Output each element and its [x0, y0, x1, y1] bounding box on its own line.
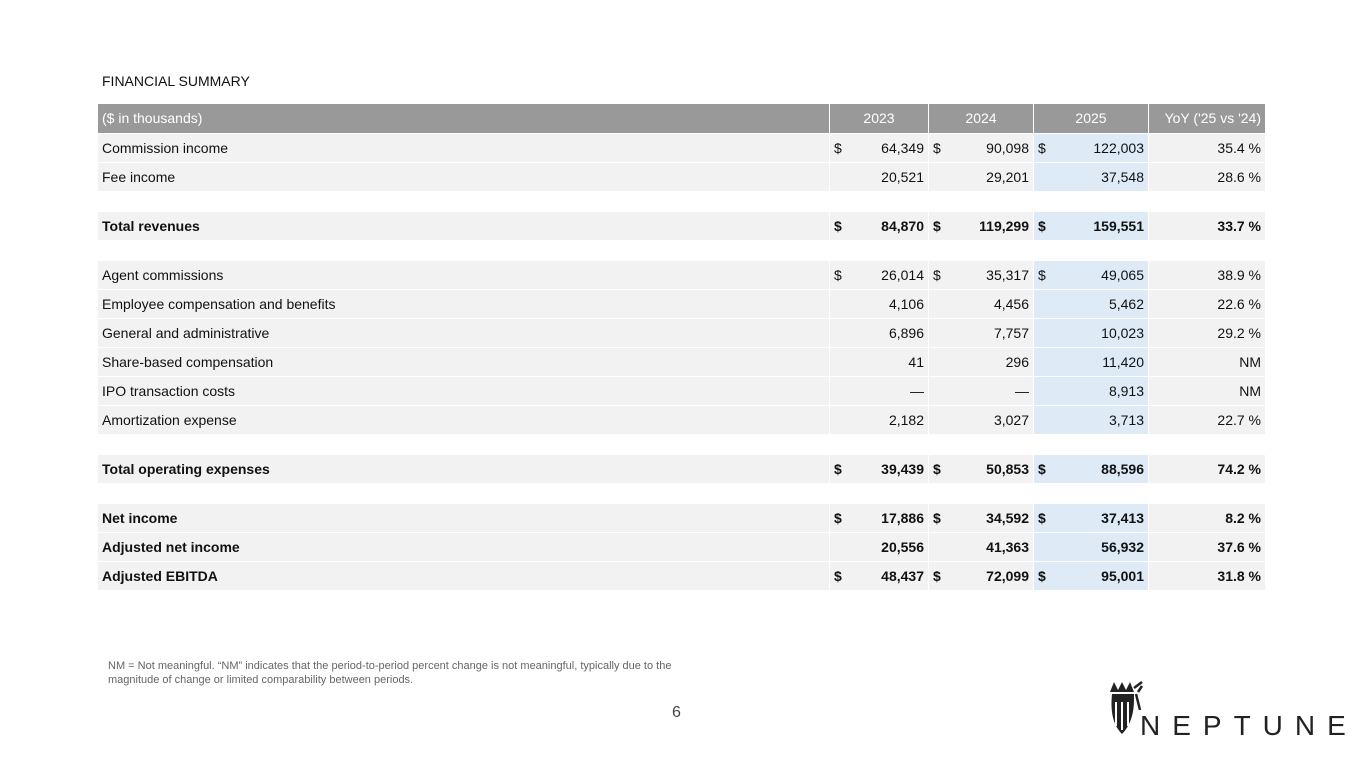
row-label: Share-based compensation	[98, 348, 829, 376]
value-cell: 26,014	[830, 261, 928, 289]
value-cell: 39,439	[830, 455, 928, 483]
value-cell: 3,713	[1034, 406, 1148, 434]
value-cell: 64,349	[830, 134, 928, 162]
currency-sign: $	[834, 568, 842, 584]
footnote: NM = Not meaningful. “NM” indicates that…	[108, 660, 672, 686]
value-cell: 37,413	[1034, 504, 1148, 532]
value-cell: 8,913	[1034, 377, 1148, 405]
currency-sign: $	[834, 218, 842, 234]
row-label: Agent commissions	[98, 261, 829, 289]
value-cell: 119,299	[929, 212, 1033, 240]
value-cell: 29,201	[929, 163, 1033, 191]
value-cell: 72,099	[929, 562, 1033, 590]
row-label: Adjusted net income	[98, 533, 829, 561]
currency-sign: $	[834, 267, 842, 283]
value-cell: 3,027	[929, 406, 1033, 434]
currency-sign: $	[1038, 218, 1046, 234]
value-cell: 159,551	[1034, 212, 1148, 240]
value-cell: 20,521	[830, 163, 928, 191]
header-cell: 2025	[1034, 104, 1148, 133]
value-cell: 28.6 %	[1149, 163, 1265, 191]
value-cell: 31.8 %	[1149, 562, 1265, 590]
value-cell: NM	[1149, 348, 1265, 376]
value-cell: 4,106	[830, 290, 928, 318]
currency-sign: $	[1038, 510, 1046, 526]
row-label: IPO transaction costs	[98, 377, 829, 405]
currency-sign: $	[933, 568, 941, 584]
currency-sign: $	[933, 267, 941, 283]
value-cell: 296	[929, 348, 1033, 376]
logo-text: NEPTUNE	[1140, 710, 1358, 741]
row-label: Total operating expenses	[98, 455, 829, 483]
value-cell: 33.7 %	[1149, 212, 1265, 240]
value-cell: 37.6 %	[1149, 533, 1265, 561]
value-cell: 10,023	[1034, 319, 1148, 347]
value-cell: 95,001	[1034, 562, 1148, 590]
value-cell: 84,870	[830, 212, 928, 240]
currency-sign: $	[1038, 140, 1046, 156]
header-cell: ($ in thousands)	[98, 104, 829, 133]
value-cell: 11,420	[1034, 348, 1148, 376]
currency-sign: $	[933, 461, 941, 477]
row-label: Amortization expense	[98, 406, 829, 434]
value-cell: 74.2 %	[1149, 455, 1265, 483]
value-cell: 122,003	[1034, 134, 1148, 162]
currency-sign: $	[1038, 461, 1046, 477]
currency-sign: $	[1038, 267, 1046, 283]
value-cell: 8.2 %	[1149, 504, 1265, 532]
row-label: General and administrative	[98, 319, 829, 347]
currency-sign: $	[933, 218, 941, 234]
page-number: 6	[672, 704, 681, 721]
value-cell: 2,182	[830, 406, 928, 434]
title: FINANCIAL SUMMARY	[102, 73, 250, 89]
value-cell: 48,437	[830, 562, 928, 590]
row-label: Total revenues	[98, 212, 829, 240]
value-cell: 41,363	[929, 533, 1033, 561]
value-cell: 37,548	[1034, 163, 1148, 191]
currency-sign: $	[1038, 568, 1046, 584]
value-cell: 90,098	[929, 134, 1033, 162]
value-cell: NM	[1149, 377, 1265, 405]
value-cell: 35,317	[929, 261, 1033, 289]
row-label: Adjusted EBITDA	[98, 562, 829, 590]
logo-icon	[1110, 681, 1144, 734]
value-cell: 5,462	[1034, 290, 1148, 318]
value-cell: 20,556	[830, 533, 928, 561]
value-cell: —	[929, 377, 1033, 405]
header-cell: 2024	[929, 104, 1033, 133]
value-cell: 6,896	[830, 319, 928, 347]
value-cell: 38.9 %	[1149, 261, 1265, 289]
value-cell: 4,456	[929, 290, 1033, 318]
currency-sign: $	[933, 140, 941, 156]
row-label: Fee income	[98, 163, 829, 191]
value-cell: 7,757	[929, 319, 1033, 347]
value-cell: 17,886	[830, 504, 928, 532]
value-cell: 22.6 %	[1149, 290, 1265, 318]
header-cell: 2023	[830, 104, 928, 133]
value-cell: 88,596	[1034, 455, 1148, 483]
currency-sign: $	[834, 510, 842, 526]
value-cell: 49,065	[1034, 261, 1148, 289]
row-label: Employee compensation and benefits	[98, 290, 829, 318]
value-cell: 34,592	[929, 504, 1033, 532]
value-cell: 22.7 %	[1149, 406, 1265, 434]
row-label: Commission income	[98, 134, 829, 162]
value-cell: 56,932	[1034, 533, 1148, 561]
header-cell: YoY ('25 vs '24)	[1149, 104, 1265, 133]
value-cell: 29.2 %	[1149, 319, 1265, 347]
row-label: Net income	[98, 504, 829, 532]
currency-sign: $	[933, 510, 941, 526]
currency-sign: $	[834, 140, 842, 156]
value-cell: 50,853	[929, 455, 1033, 483]
value-cell: 41	[830, 348, 928, 376]
value-cell: —	[830, 377, 928, 405]
value-cell: 35.4 %	[1149, 134, 1265, 162]
currency-sign: $	[834, 461, 842, 477]
